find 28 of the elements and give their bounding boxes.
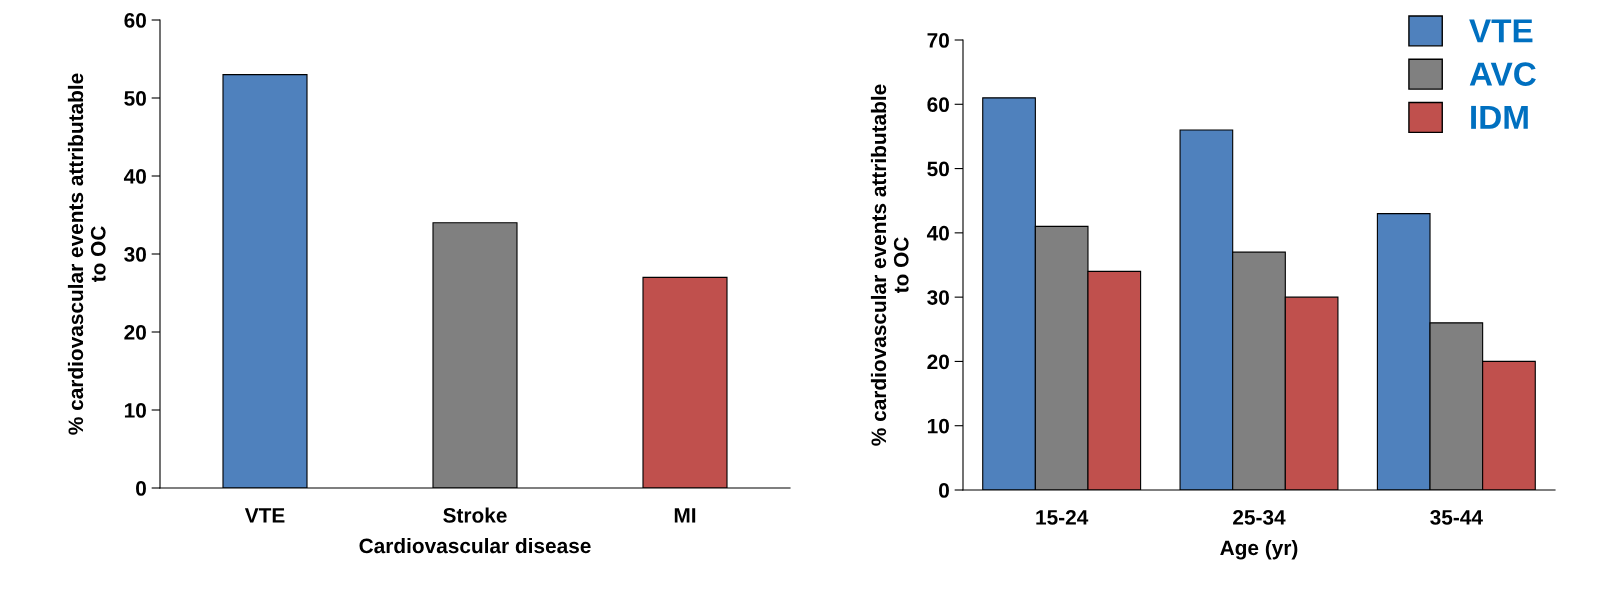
x-tick-label: Stroke	[443, 507, 507, 523]
y-tick-label: 0	[939, 483, 949, 498]
y-tick-label: 60	[124, 13, 146, 28]
y-tick-label: 70	[927, 33, 949, 48]
y-tick-label: 10	[927, 418, 949, 434]
y-axis-title: % cardiovascular events attributable to OC	[67, 73, 106, 435]
y-tick-label: 50	[927, 161, 949, 177]
legend-label: IDM	[1471, 105, 1528, 129]
y-tick-label: 30	[124, 247, 146, 262]
y-tick-label: 20	[927, 354, 949, 370]
y-tick-label: 0	[136, 481, 146, 496]
y-tick-label: 60	[927, 97, 949, 113]
y-tick-label: 40	[123, 169, 146, 184]
x-axis-title: Cardiovascular disease	[359, 537, 591, 554]
y-axis-title: % cardiovascular events attributable to OC	[870, 84, 909, 446]
legend-label: AVC	[1469, 62, 1536, 86]
x-tick-label: 25-34	[1233, 509, 1286, 525]
y-tick-label: 30	[927, 290, 949, 305]
y-tick-label: 10	[124, 403, 146, 418]
legend-label: VTE	[1469, 19, 1533, 43]
x-tick-label: 35-44	[1430, 509, 1483, 525]
x-tick-label: VTE	[244, 508, 285, 523]
x-tick-label: 15-24	[1036, 509, 1089, 525]
y-tick-label: 40	[926, 225, 949, 241]
y-tick-label: 50	[124, 91, 146, 106]
y-tick-label: 20	[124, 325, 146, 340]
x-axis-title: Age (yr)	[1220, 539, 1298, 560]
x-tick-label: MI	[674, 508, 696, 523]
